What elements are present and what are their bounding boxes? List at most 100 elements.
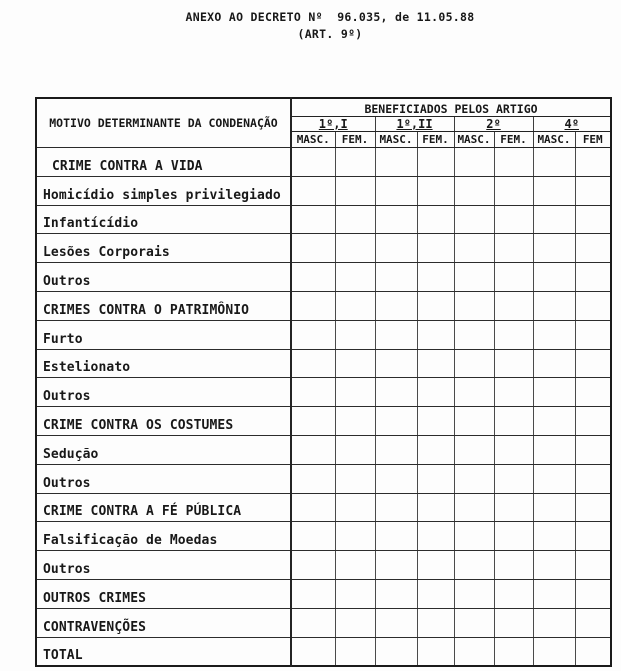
data-cell xyxy=(334,608,375,638)
data-cell xyxy=(574,147,611,177)
data-cell xyxy=(374,464,417,494)
data-cell xyxy=(290,435,335,465)
data-cell xyxy=(453,349,494,379)
data-cell xyxy=(374,608,417,638)
data-cell xyxy=(416,637,454,667)
row-label: CRIME CONTRA OS COSTUMES xyxy=(36,406,292,436)
data-cell xyxy=(532,349,575,379)
data-cell xyxy=(290,521,335,552)
data-cell xyxy=(574,464,611,494)
row-label: Outros xyxy=(36,377,292,408)
data-cell xyxy=(416,291,454,321)
motive-header-cell: MOTIVO DETERMINANTE DA CONDENAÇÃO xyxy=(36,98,292,148)
data-cell xyxy=(290,291,335,321)
article-group-label: 1º,II xyxy=(396,117,433,131)
data-cell xyxy=(416,406,454,436)
table-row: Lesões Corporais xyxy=(36,233,611,264)
data-cell xyxy=(374,435,417,465)
data-cell xyxy=(574,406,611,436)
data-cell xyxy=(574,233,611,264)
data-cell xyxy=(493,521,533,552)
data-cell xyxy=(493,147,533,177)
data-cell xyxy=(532,377,575,408)
data-cell xyxy=(574,291,611,321)
data-cell xyxy=(493,637,533,667)
data-cell xyxy=(493,291,533,321)
data-cell xyxy=(416,147,454,177)
data-cell xyxy=(493,349,533,379)
data-cell xyxy=(374,493,417,523)
data-cell xyxy=(453,579,494,609)
data-cell xyxy=(532,205,575,235)
row-label: Estelionato xyxy=(36,349,292,379)
article-group-label: 2º xyxy=(486,117,501,131)
data-cell xyxy=(374,205,417,235)
data-cell xyxy=(416,320,454,350)
data-cell xyxy=(453,320,494,350)
data-cell xyxy=(374,233,417,264)
table-row: CONTRAVENÇÕES xyxy=(36,608,611,638)
data-cell xyxy=(453,147,494,177)
row-label: CRIME CONTRA A VIDA xyxy=(36,147,292,177)
table-row: Infantícídio xyxy=(36,205,611,235)
data-cell xyxy=(334,637,375,667)
article-group-header-1: 1º,I xyxy=(290,116,375,132)
data-cell xyxy=(374,176,417,206)
data-cell xyxy=(532,406,575,436)
data-cell xyxy=(574,205,611,235)
data-cell xyxy=(453,637,494,667)
data-cell xyxy=(416,205,454,235)
data-cell xyxy=(493,464,533,494)
form-table-body: CRIME CONTRA A VIDA Homicídio simples pr… xyxy=(36,147,611,667)
data-cell xyxy=(493,320,533,350)
table-row: Falsificação de Moedas xyxy=(36,521,611,552)
data-cell xyxy=(334,320,375,350)
sex-column-header: MASC. xyxy=(290,131,335,148)
data-cell xyxy=(416,464,454,494)
data-cell xyxy=(374,550,417,580)
data-cell xyxy=(290,349,335,379)
data-cell xyxy=(453,435,494,465)
data-cell xyxy=(574,579,611,609)
data-cell xyxy=(290,464,335,494)
data-cell xyxy=(416,233,454,264)
row-label: Falsificação de Moedas xyxy=(36,521,292,552)
data-cell xyxy=(290,608,335,638)
table-row: CRIME CONTRA A VIDA xyxy=(36,147,611,177)
data-cell xyxy=(574,262,611,292)
data-cell xyxy=(532,291,575,321)
data-cell xyxy=(334,406,375,436)
sex-column-header: FEM. xyxy=(416,131,454,148)
table-row: CRIME CONTRA OS COSTUMES xyxy=(36,406,611,436)
row-label: CONTRAVENÇÕES xyxy=(36,608,292,638)
data-cell xyxy=(290,233,335,264)
row-label: Outros xyxy=(36,464,292,494)
document-title: ANEXO AO DECRETO Nº 96.035, de 11.05.88 xyxy=(185,10,475,24)
data-cell xyxy=(290,377,335,408)
data-cell xyxy=(574,637,611,667)
data-cell xyxy=(374,291,417,321)
data-cell xyxy=(374,637,417,667)
data-cell xyxy=(532,435,575,465)
data-cell xyxy=(374,262,417,292)
data-cell xyxy=(416,349,454,379)
data-cell xyxy=(574,320,611,350)
data-cell xyxy=(290,637,335,667)
data-cell xyxy=(416,262,454,292)
sex-column-header: FEM. xyxy=(493,131,533,148)
data-cell xyxy=(532,550,575,580)
data-cell xyxy=(416,493,454,523)
data-cell xyxy=(453,521,494,552)
data-cell xyxy=(334,435,375,465)
beneficiaries-header-cell: BENEFICIADOS PELOS ARTIGO xyxy=(291,98,611,117)
data-cell xyxy=(374,521,417,552)
data-cell xyxy=(493,176,533,206)
data-cell xyxy=(374,579,417,609)
data-cell xyxy=(453,550,494,580)
table-row: CRIME CONTRA A FÉ PÚBLICA xyxy=(36,493,611,523)
data-cell xyxy=(453,493,494,523)
data-cell xyxy=(493,579,533,609)
data-cell xyxy=(493,233,533,264)
article-group-label: 1º,I xyxy=(318,117,348,131)
table-row: Sedução xyxy=(36,435,611,465)
